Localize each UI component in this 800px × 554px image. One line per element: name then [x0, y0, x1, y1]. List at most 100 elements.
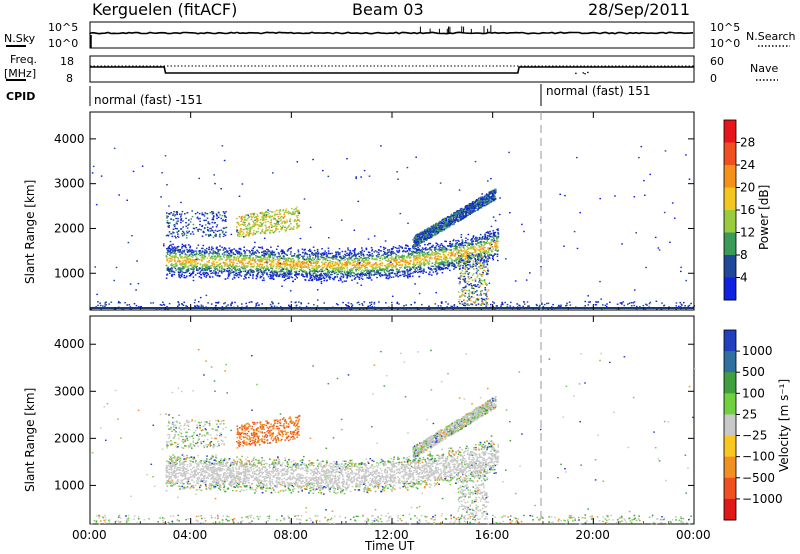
echo-cell [377, 249, 380, 251]
echo-cell [173, 249, 175, 251]
echo-cell [416, 261, 419, 264]
echo-cell [221, 272, 223, 274]
echo-cell [250, 253, 253, 255]
echo-cell [336, 256, 338, 258]
echo-cell [224, 254, 226, 256]
echo-cell [334, 269, 336, 272]
echo-cell [481, 257, 483, 259]
echo-cell [485, 200, 487, 202]
echo-cell [431, 257, 433, 259]
echo-cell [281, 221, 284, 223]
echo-cell [470, 252, 472, 254]
echo-cell [265, 213, 268, 216]
echo-cell [346, 271, 348, 273]
echo-cell [195, 250, 197, 252]
echo-cell [432, 231, 434, 233]
echo-cell [274, 224, 277, 227]
echo-cell [487, 238, 490, 240]
echo-cell [192, 276, 195, 278]
echo-cell [388, 266, 390, 268]
echo-cell [386, 270, 389, 273]
echo-cell [379, 260, 381, 262]
echo-cell [289, 253, 292, 255]
echo-cell [309, 276, 312, 278]
echo-cell [179, 262, 182, 265]
echo-cell [388, 269, 391, 272]
echo-cell [244, 258, 247, 261]
echo-cell [371, 255, 374, 257]
echo-cell [459, 249, 461, 252]
echo-cell [296, 265, 298, 267]
echo-cell [333, 265, 335, 267]
cpid-mode-2: normal (fast) 151 [546, 84, 650, 98]
echo-cell [466, 244, 469, 247]
echo-cell [449, 245, 452, 247]
echo-cell [184, 266, 186, 268]
echo-cell [466, 205, 469, 207]
echo-cell [275, 267, 277, 270]
echo-cell [442, 245, 445, 247]
echo-cell [374, 258, 376, 260]
echo-cell [174, 248, 177, 250]
echo-cell [335, 258, 338, 261]
echo-cell [244, 254, 246, 256]
echo-cell [438, 228, 440, 230]
echo-cell [470, 255, 472, 257]
echo-cell [429, 247, 431, 250]
echo-cell [460, 247, 462, 249]
echo-cell [428, 262, 431, 265]
echo-cell [413, 258, 416, 260]
echo-cell [462, 215, 465, 217]
echo-cell [202, 254, 204, 256]
echo-cell [355, 268, 357, 270]
echo-cell [449, 255, 452, 257]
echo-cell [281, 262, 284, 264]
echo-cell [228, 252, 230, 254]
echo-cell [344, 250, 347, 253]
echo-cell [379, 267, 382, 269]
echo-cell [205, 265, 208, 268]
echo-cell [311, 279, 314, 282]
echo-cell [443, 222, 445, 224]
echo-cell [168, 261, 170, 264]
echo-cell [401, 259, 403, 261]
echo-cell [456, 215, 458, 218]
echo-cell [306, 274, 308, 277]
echo-cell [176, 247, 178, 249]
echo-cell [259, 256, 261, 258]
echo-cell [481, 199, 483, 201]
echo-cell [289, 258, 292, 260]
echo-cell [240, 253, 243, 256]
echo-cell [349, 261, 351, 264]
echo-cell [422, 238, 425, 241]
echo-cell [257, 260, 260, 262]
echo-cell [413, 255, 415, 257]
echo-cell [405, 266, 408, 269]
echo-cell [272, 251, 275, 253]
echo-cell [485, 201, 487, 203]
echo-cell [488, 253, 491, 255]
echo-cell [379, 256, 382, 258]
echo-cell [420, 232, 423, 234]
echo-cell [387, 275, 389, 277]
echo-cell [478, 202, 481, 204]
echo-cell [317, 279, 320, 281]
echo-cell [210, 252, 212, 254]
echo-cell [478, 242, 481, 244]
echo-cell [266, 257, 268, 259]
echo-cell [191, 249, 193, 251]
echo-cell [455, 246, 457, 249]
echo-cell [307, 250, 310, 252]
echo-cell [382, 246, 385, 249]
echo-cell [443, 246, 446, 248]
echo-cell [468, 247, 471, 250]
echo-cell [269, 216, 271, 219]
echo-cell [329, 278, 331, 280]
echo-cell [281, 266, 283, 268]
echo-cell [253, 265, 255, 267]
echo-cell [244, 251, 246, 253]
echo-cell [467, 233, 470, 236]
echo-cell [391, 257, 393, 259]
echo-cell [466, 246, 468, 248]
echo-cell [231, 269, 233, 271]
